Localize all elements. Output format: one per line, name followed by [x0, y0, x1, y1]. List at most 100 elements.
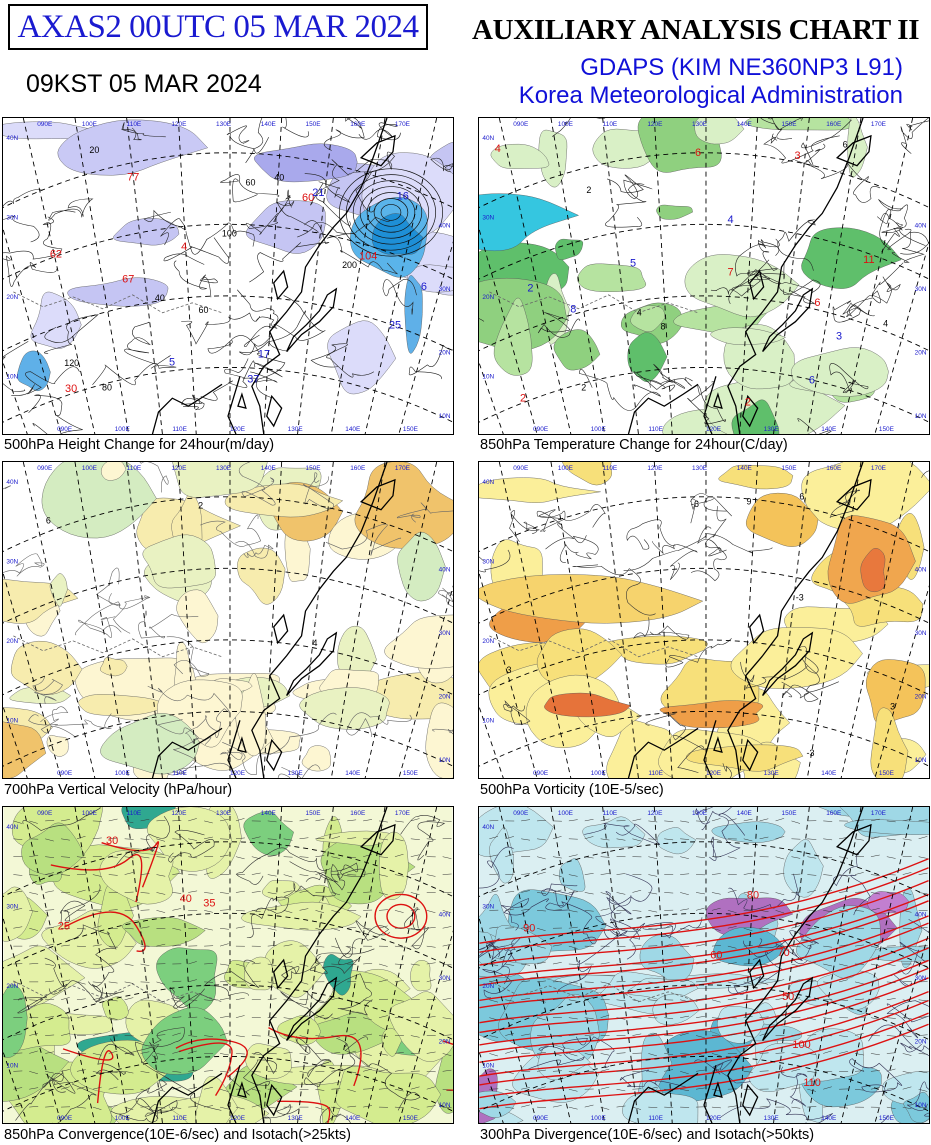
min-value: 17	[258, 348, 270, 360]
contour-value: 3	[890, 702, 895, 712]
lat-lon-grid	[3, 118, 453, 434]
grid-labels: 090E 100E 110E 120E 130E 140E 150E 160E 170E 090E…	[482, 465, 926, 777]
max-value: 35	[203, 897, 215, 909]
lon-label-bottom: 090E	[533, 426, 549, 433]
min-value: 25	[389, 319, 401, 331]
lon-label-bottom: 110E	[172, 426, 187, 433]
max-value: 4	[495, 143, 501, 155]
contour-value: -6	[691, 499, 699, 509]
grid-labels: 090E 100E 110E 120E 130E 140E 150E 160E 170E 090E…	[482, 121, 926, 433]
shaded-field	[479, 118, 902, 434]
max-value: 2	[745, 397, 751, 409]
shaded-field	[479, 462, 929, 778]
lon-label-bottom: 130E	[764, 770, 780, 777]
lat-label-right: 10N	[439, 757, 451, 764]
lat-label-left: 40N	[482, 824, 494, 831]
lon-label-bottom: 130E	[764, 1115, 780, 1122]
lon-label-top: 100E	[558, 810, 574, 817]
lon-label-top: 130E	[692, 465, 708, 472]
min-value: 2	[527, 283, 533, 295]
contour-values: 2 4 6	[46, 501, 318, 648]
min-value: 4	[728, 214, 734, 226]
lon-label-bottom: 120E	[230, 426, 246, 433]
lat-label-right: 40N	[915, 222, 927, 229]
panel-caption: 500hPa Height Change for 24hour(m/day)	[4, 437, 275, 453]
lat-label-right: 20N	[439, 694, 451, 701]
lat-label-left: 10N	[6, 717, 18, 724]
shaded-field	[3, 807, 453, 1123]
lon-label-bottom: 100E	[591, 1115, 607, 1122]
contour-value: 20	[89, 145, 99, 155]
lon-label-bottom: 090E	[57, 1115, 73, 1122]
lat-label-left: 10N	[6, 1062, 18, 1069]
panel-caption: 500hPa Vorticity (10E-5/sec)	[480, 782, 664, 798]
max-value: 7	[728, 266, 734, 278]
weather-map-svg: 090E 100E 110E 120E 130E 140E 150E 160E 170E 090E…	[3, 118, 453, 434]
lon-label-top: 170E	[395, 465, 411, 472]
lat-label-right: 20N	[915, 350, 927, 357]
contour-value: 40	[155, 293, 165, 303]
lon-label-top: 090E	[513, 465, 529, 472]
lat-lon-grid	[3, 462, 453, 778]
lon-label-top: 100E	[558, 121, 574, 128]
max-value: 30	[65, 383, 77, 395]
lat-label-left: 20N	[482, 294, 494, 301]
lat-label-right: 40N	[915, 911, 927, 918]
lon-label-top: 090E	[37, 121, 53, 128]
lon-label-top: 140E	[261, 465, 277, 472]
lat-label-right: 20N	[439, 350, 451, 357]
lon-label-bottom: 090E	[57, 770, 73, 777]
lat-label-left: 10N	[482, 717, 494, 724]
lon-label-bottom: 090E	[533, 770, 549, 777]
lon-label-top: 140E	[261, 810, 277, 817]
lon-label-top: 150E	[306, 465, 322, 472]
max-value: 11	[863, 254, 874, 266]
coastlines	[489, 807, 872, 1123]
lon-label-bottom: 120E	[230, 770, 246, 777]
contour-values: 25 30 35 40	[58, 835, 216, 933]
contour-value: 60	[245, 177, 255, 187]
lat-label-left: 20N	[482, 983, 494, 990]
map-panel-temperature-change: 090E 100E 110E 120E 130E 140E 150E 160E 170E 090E…	[478, 117, 930, 435]
shaded-field	[3, 462, 453, 778]
contour-value: 6	[843, 140, 848, 150]
lat-label-right: 20N	[439, 1039, 451, 1046]
max-value: 67	[122, 274, 134, 286]
lat-label-left: 20N	[6, 638, 18, 645]
lon-label-top: 110E	[127, 465, 142, 472]
lon-label-top: 110E	[603, 465, 618, 472]
contour-value: 80	[102, 383, 112, 393]
lon-label-bottom: 150E	[879, 770, 895, 777]
lon-label-bottom: 110E	[648, 1115, 663, 1122]
lat-label-right: 30N	[439, 286, 451, 293]
max-value: 100	[792, 1039, 810, 1051]
lat-lon-grid	[479, 462, 929, 778]
lat-label-left: 30N	[6, 903, 18, 910]
contour-value: 2	[586, 185, 591, 195]
lon-label-top: 110E	[127, 810, 142, 817]
lat-label-right: 10N	[915, 757, 927, 764]
lon-label-top: 150E	[782, 121, 798, 128]
contour-value: -3	[796, 592, 804, 602]
coastlines	[13, 462, 396, 778]
lon-label-bottom: 130E	[764, 426, 780, 433]
lon-label-bottom: 140E	[821, 1115, 837, 1122]
lat-lon-grid	[3, 807, 453, 1123]
lon-label-top: 120E	[171, 465, 187, 472]
model-name: GDAPS (KIM NE360NP3 L91)	[580, 54, 903, 81]
lon-label-bottom: 090E	[533, 1115, 549, 1122]
lon-label-top: 090E	[37, 810, 53, 817]
product-title: AXAS2 00UTC 05 MAR 2024	[17, 8, 419, 45]
lon-label-top: 100E	[82, 810, 98, 817]
lon-label-bottom: 100E	[115, 770, 131, 777]
contour-lines	[479, 470, 929, 778]
lon-label-top: 130E	[692, 810, 708, 817]
lat-label-left: 30N	[482, 903, 494, 910]
lon-label-bottom: 130E	[288, 770, 304, 777]
max-value: 4	[181, 241, 187, 253]
panel-caption: 850hPa Temperature Change for 24hour(C/d…	[480, 437, 788, 453]
contour-value: 6	[799, 492, 804, 502]
contour-value: 4	[883, 318, 888, 328]
wind-barbs	[489, 818, 928, 1110]
chart-title: AUXILIARY ANALYSIS CHART II	[472, 14, 920, 46]
